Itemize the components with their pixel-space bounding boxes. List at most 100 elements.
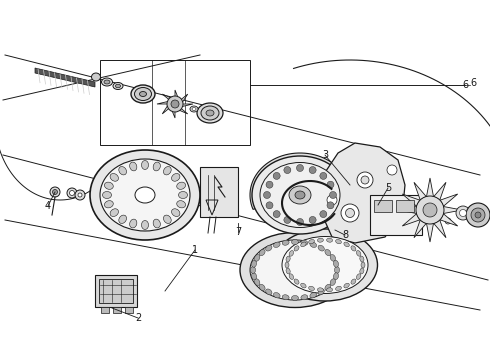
Ellipse shape (330, 279, 336, 285)
Ellipse shape (178, 192, 188, 198)
Circle shape (416, 196, 444, 224)
Ellipse shape (119, 167, 126, 175)
Ellipse shape (286, 268, 290, 274)
Circle shape (437, 214, 443, 220)
Ellipse shape (292, 296, 298, 301)
Polygon shape (426, 178, 434, 197)
Circle shape (445, 218, 451, 224)
Circle shape (284, 167, 291, 174)
Ellipse shape (104, 80, 110, 84)
Ellipse shape (272, 229, 377, 301)
Text: 5: 5 (385, 183, 391, 193)
Ellipse shape (318, 289, 324, 295)
Circle shape (341, 204, 359, 222)
Ellipse shape (190, 106, 198, 112)
Polygon shape (162, 94, 174, 100)
Polygon shape (175, 90, 179, 100)
Circle shape (320, 172, 327, 179)
Ellipse shape (282, 295, 289, 300)
Ellipse shape (336, 286, 342, 291)
Ellipse shape (90, 150, 200, 240)
Bar (374, 200, 392, 212)
Polygon shape (250, 153, 350, 210)
Polygon shape (35, 68, 95, 87)
Circle shape (460, 210, 466, 216)
Ellipse shape (113, 82, 123, 90)
Ellipse shape (259, 284, 265, 291)
Ellipse shape (325, 249, 331, 256)
Ellipse shape (164, 167, 171, 175)
Ellipse shape (197, 103, 223, 123)
Ellipse shape (172, 174, 180, 181)
Ellipse shape (104, 182, 113, 189)
Ellipse shape (289, 251, 294, 256)
Circle shape (403, 213, 407, 217)
Ellipse shape (266, 289, 272, 295)
Circle shape (383, 207, 387, 211)
Circle shape (413, 216, 417, 220)
Circle shape (361, 176, 369, 184)
Polygon shape (157, 101, 169, 104)
Ellipse shape (310, 293, 317, 298)
Ellipse shape (360, 256, 364, 262)
Polygon shape (162, 105, 170, 114)
Ellipse shape (130, 219, 137, 228)
Ellipse shape (140, 91, 147, 96)
Ellipse shape (177, 182, 186, 189)
Circle shape (475, 212, 481, 218)
Ellipse shape (282, 237, 368, 293)
Ellipse shape (282, 240, 289, 245)
Ellipse shape (101, 78, 113, 86)
Ellipse shape (116, 84, 121, 88)
Ellipse shape (130, 162, 137, 171)
Circle shape (273, 211, 280, 217)
Circle shape (284, 216, 291, 224)
Ellipse shape (333, 260, 339, 267)
Polygon shape (402, 194, 420, 206)
Ellipse shape (356, 251, 361, 256)
Circle shape (78, 193, 82, 197)
Ellipse shape (309, 286, 315, 291)
Ellipse shape (309, 239, 315, 244)
Circle shape (309, 167, 316, 174)
Bar (200, 167, 238, 217)
Ellipse shape (301, 242, 306, 247)
Ellipse shape (351, 279, 356, 284)
Ellipse shape (251, 260, 257, 267)
Polygon shape (171, 108, 175, 118)
Circle shape (327, 181, 334, 188)
Ellipse shape (252, 156, 348, 234)
Ellipse shape (251, 273, 257, 280)
Ellipse shape (301, 283, 306, 288)
Bar (99, 279, 133, 303)
Ellipse shape (310, 242, 317, 247)
Text: 3: 3 (322, 150, 328, 160)
Polygon shape (440, 194, 458, 206)
Bar (125, 307, 133, 313)
Ellipse shape (344, 242, 349, 247)
Text: 2: 2 (135, 313, 141, 323)
Polygon shape (181, 104, 193, 107)
Bar (396, 200, 414, 212)
Circle shape (456, 206, 470, 220)
Ellipse shape (344, 283, 349, 288)
Circle shape (167, 96, 183, 112)
Ellipse shape (325, 284, 331, 291)
Ellipse shape (134, 87, 151, 100)
Ellipse shape (318, 238, 323, 242)
Ellipse shape (285, 262, 289, 268)
Circle shape (423, 219, 427, 223)
Circle shape (327, 195, 337, 205)
Circle shape (264, 192, 270, 198)
Circle shape (266, 181, 273, 188)
Ellipse shape (301, 240, 308, 245)
Ellipse shape (260, 162, 340, 228)
Circle shape (171, 100, 179, 108)
Circle shape (429, 210, 435, 216)
Ellipse shape (289, 186, 311, 204)
Ellipse shape (330, 255, 336, 261)
Circle shape (373, 204, 377, 208)
Circle shape (423, 203, 437, 217)
Ellipse shape (254, 279, 260, 285)
Circle shape (363, 201, 367, 205)
